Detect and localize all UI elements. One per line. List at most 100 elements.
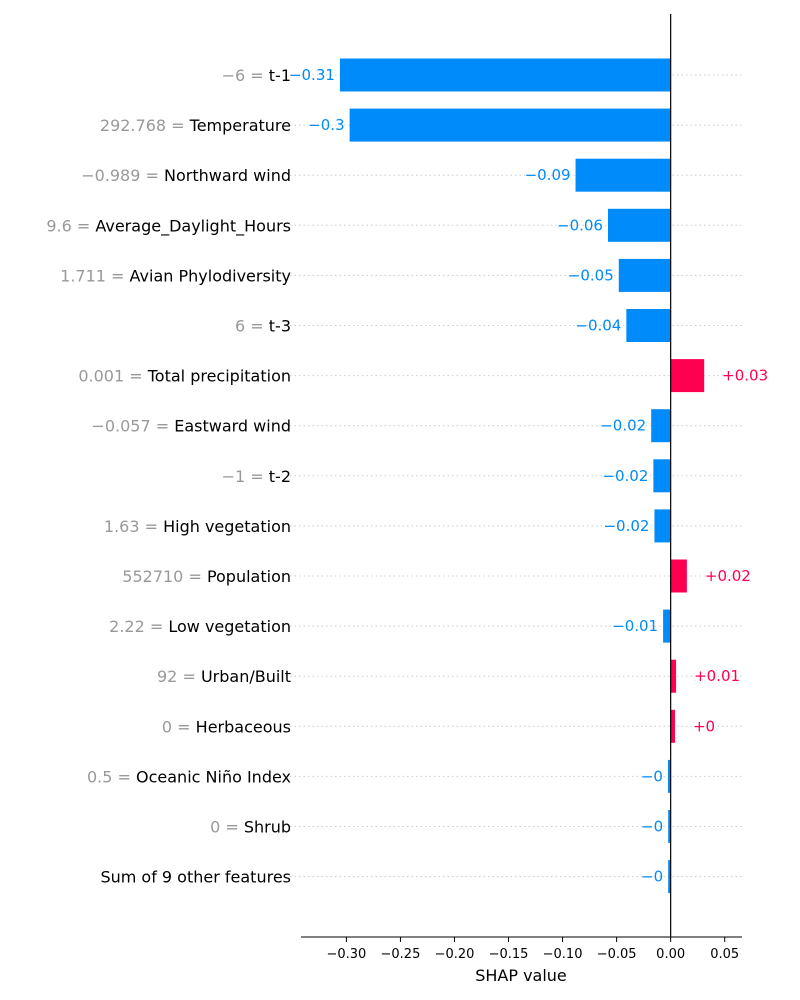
feature-name: Northward wind	[164, 166, 291, 185]
bar-value-label: −0.09	[525, 166, 571, 184]
feature-label: 1.63 = High vegetation	[104, 517, 291, 536]
feature-name: Oceanic Niño Index	[136, 767, 291, 786]
bar-value-label: −0.02	[602, 467, 648, 485]
feature-value: 0.5 =	[87, 767, 136, 786]
shap-bar	[670, 709, 675, 743]
bar-value-label: +0.02	[705, 567, 751, 585]
bar-value-label: +0.01	[694, 667, 740, 685]
row-gridlines	[290, 74, 742, 878]
feature-value: 1.63 =	[104, 517, 163, 536]
shap-bar	[670, 659, 677, 693]
bar-value-label: −0.02	[600, 417, 646, 435]
bar-value-label: −0	[641, 868, 663, 886]
feature-label: 552710 = Population	[122, 567, 291, 586]
feature-value: 0.001 =	[78, 367, 147, 386]
feature-name: Avian Phylodiversity	[130, 266, 291, 285]
feature-label: −0.989 = Northward wind	[81, 166, 291, 185]
x-ticks-group: −0.30 −0.25 −0.20 −0.15 −0.10 −0.05 0.00 0.05	[326, 937, 739, 962]
bar-value-label: +0	[693, 717, 715, 735]
feature-label: −1 = t-2	[222, 467, 291, 486]
feature-name: Average_Daylight_Hours	[95, 216, 291, 236]
feature-value: −0.057 =	[91, 417, 174, 436]
feature-value: 552710 =	[122, 567, 207, 586]
feature-value: −6 =	[222, 66, 269, 85]
feature-label: 0.001 = Total precipitation	[78, 367, 291, 386]
feature-value: −0.989 =	[81, 166, 164, 185]
feature-name: Temperature	[189, 116, 291, 135]
feature-label: −6 = t-1	[222, 66, 291, 85]
x-tick-label: −0.20	[435, 947, 475, 962]
shap-bar	[626, 309, 671, 342]
feature-label: 92 = Urban/Built	[157, 667, 291, 686]
feature-name: Shrub	[244, 818, 291, 837]
bar-value-label: +0.03	[722, 367, 768, 385]
feature-label: Sum of 9 other features	[100, 868, 291, 887]
feature-label: 0.5 = Oceanic Niño Index	[87, 767, 291, 786]
bar-value-label: −0.02	[603, 517, 649, 535]
feature-label: −0.057 = Eastward wind	[91, 417, 291, 436]
bar-value-label: −0.05	[568, 266, 614, 284]
feature-name: High vegetation	[163, 517, 291, 536]
feature-value: 292.768 =	[100, 116, 190, 135]
feature-value: 0 =	[210, 818, 244, 837]
shap-bar	[607, 208, 671, 242]
x-tick-label: −0.15	[489, 947, 529, 962]
shap-bar	[339, 58, 671, 92]
shap-bar	[663, 609, 671, 643]
bar-value-label: −0.01	[612, 617, 658, 635]
feature-value: 0 =	[162, 717, 196, 736]
feature-label: 2.22 = Low vegetation	[109, 617, 291, 636]
shap-bar	[349, 108, 671, 142]
feature-name: Urban/Built	[201, 667, 291, 686]
bar-value-label: −0.31	[289, 66, 335, 84]
shap-bar	[618, 258, 671, 292]
feature-name: Eastward wind	[174, 417, 291, 436]
shap-bar	[653, 459, 671, 493]
feature-label: 9.6 = Average_Daylight_Hours	[46, 216, 291, 236]
feature-name: t-1	[269, 66, 291, 85]
shap-bar	[667, 759, 671, 793]
feature-name: t-3	[269, 317, 291, 336]
feature-label: 1.711 = Avian Phylodiversity	[60, 266, 291, 285]
bar-value-label: −0	[641, 818, 663, 836]
x-tick-label: −0.30	[326, 947, 366, 962]
shap-bar	[670, 559, 687, 593]
feature-name: Low vegetation	[168, 617, 291, 636]
bar-value-label: −0.06	[557, 216, 603, 234]
bar-value-label: −0	[641, 767, 663, 785]
shap-bar	[575, 158, 671, 192]
feature-label: 6 = t-3	[235, 317, 291, 336]
feature-name: t-2	[269, 467, 291, 486]
feature-value: 2.22 =	[109, 617, 168, 636]
x-tick-label: −0.25	[381, 947, 421, 962]
feature-labels-group: −6 = t-1 292.768 = Temperature −0.989 = No…	[46, 66, 291, 887]
x-tick-label: 0.00	[656, 947, 685, 962]
feature-name: Population	[207, 567, 291, 586]
feature-value: 6 =	[235, 317, 269, 336]
feature-value: 92 =	[157, 667, 201, 686]
shap-bar	[668, 860, 671, 894]
bars-group	[339, 58, 705, 894]
x-tick-label: 0.05	[710, 947, 739, 962]
feature-label: 0 = Herbaceous	[162, 717, 291, 736]
feature-value: 9.6 =	[46, 216, 95, 235]
x-tick-label: −0.05	[597, 947, 637, 962]
feature-label: 0 = Shrub	[210, 818, 291, 837]
bar-value-label: −0.04	[575, 317, 621, 335]
shap-bar	[651, 409, 671, 443]
bar-labels-group: −0.31 −0.3 −0.09 −0.06 −0.05 −0.04 +0.03 −0.02 −…	[289, 66, 768, 886]
shap-bar	[670, 359, 705, 393]
x-axis-label: SHAP value	[475, 966, 567, 985]
shap-bar	[668, 810, 671, 843]
x-axis: −0.30 −0.25 −0.20 −0.15 −0.10 −0.05 0.00 0.05 S…	[301, 936, 742, 985]
feature-name: Herbaceous	[196, 717, 291, 736]
feature-name: Sum of 9 other features	[100, 868, 291, 887]
x-tick-label: −0.10	[543, 947, 583, 962]
feature-name: Total precipitation	[147, 367, 291, 386]
shap-bar	[654, 509, 671, 543]
feature-label: 292.768 = Temperature	[100, 116, 291, 135]
bar-value-label: −0.3	[308, 116, 344, 134]
feature-value: −1 =	[222, 467, 269, 486]
feature-value: 1.711 =	[60, 266, 129, 285]
